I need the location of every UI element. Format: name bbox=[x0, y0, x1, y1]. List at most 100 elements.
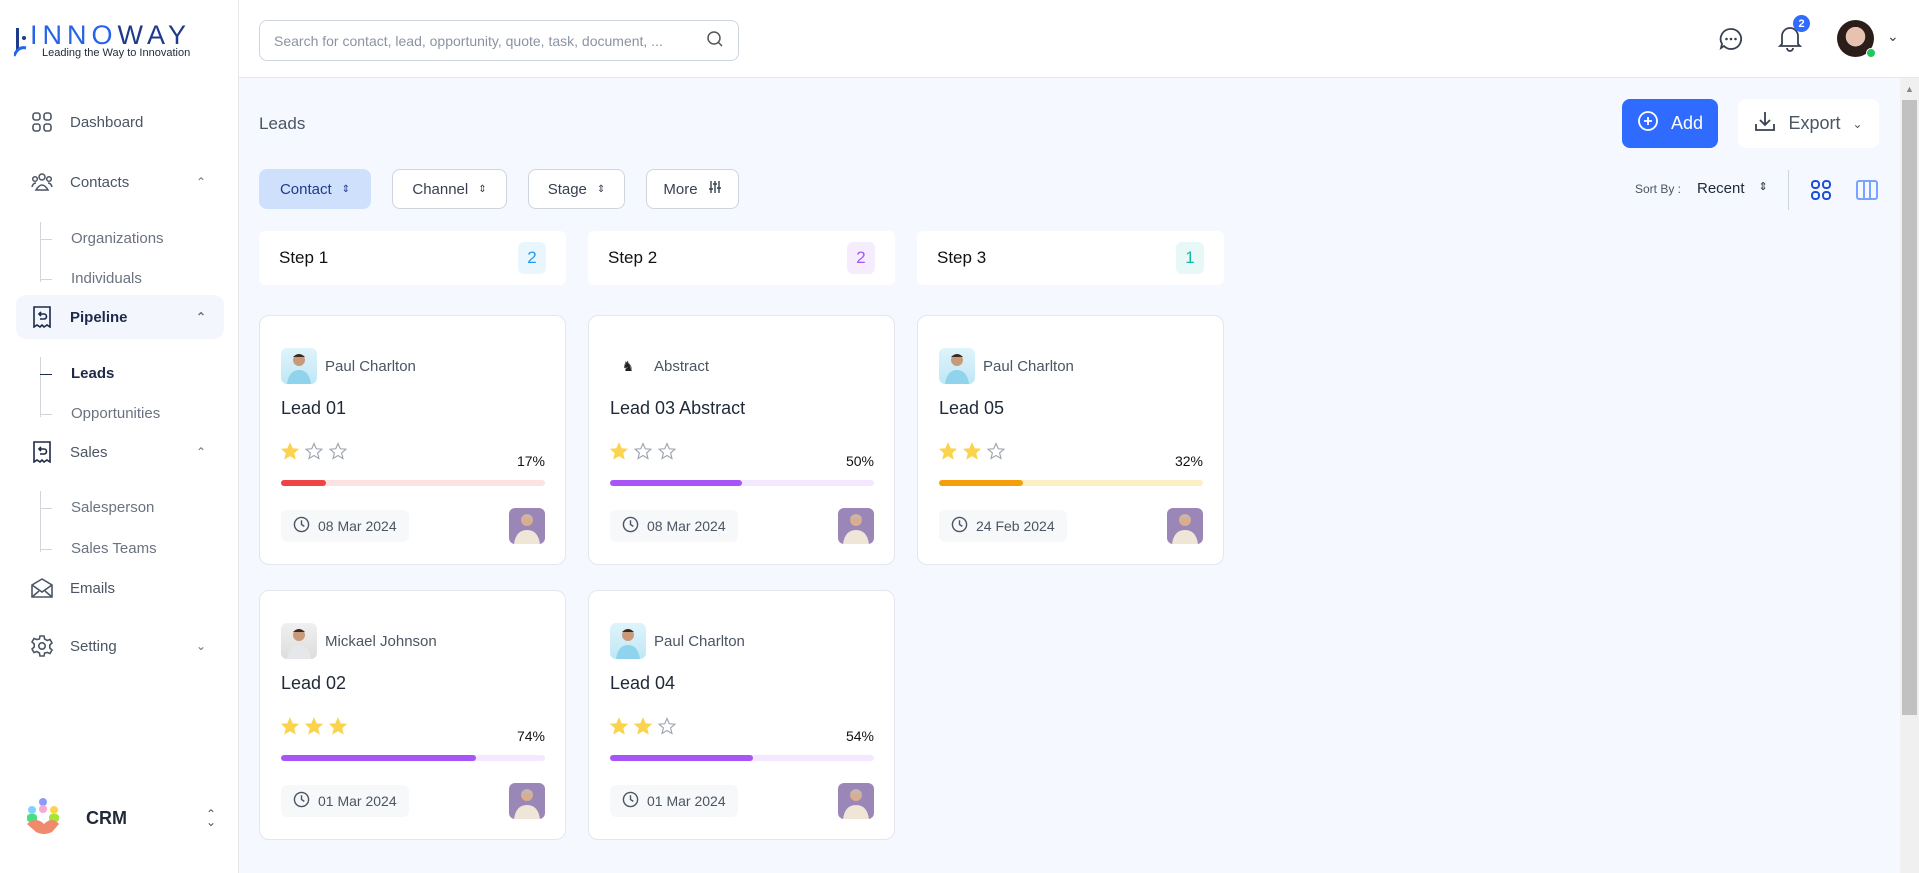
scrollbar-thumb[interactable] bbox=[1902, 100, 1917, 715]
tree-line bbox=[40, 491, 41, 552]
company-logo: ♞ bbox=[621, 357, 635, 374]
star-filled-icon[interactable] bbox=[328, 717, 348, 740]
star-empty-icon[interactable] bbox=[657, 717, 677, 740]
star-empty-icon[interactable] bbox=[657, 442, 677, 465]
filter-channel[interactable]: Channel ⇕ bbox=[392, 169, 507, 209]
receipt-icon bbox=[30, 441, 54, 463]
chevron-up-down-icon: ⌃ ⌄ bbox=[205, 807, 216, 829]
lead-card[interactable]: Paul Charlton Lead 04 54% 01 Mar 2024 bbox=[588, 590, 895, 840]
lead-rating[interactable] bbox=[280, 717, 348, 740]
stage-count-badge: 2 bbox=[518, 242, 546, 274]
sidebar-item-contacts[interactable]: Contacts ⌃ bbox=[16, 160, 224, 204]
add-button[interactable]: Add bbox=[1622, 99, 1718, 148]
star-filled-icon[interactable] bbox=[609, 717, 629, 740]
sidebar-item-sales[interactable]: Sales ⌃ bbox=[16, 430, 224, 474]
lead-title[interactable]: Lead 05 bbox=[939, 398, 1005, 418]
chevron-down-icon[interactable]: ⌄ bbox=[195, 639, 206, 653]
lead-rating[interactable] bbox=[609, 717, 677, 740]
star-filled-icon[interactable] bbox=[609, 442, 629, 465]
tree-tick bbox=[40, 414, 52, 415]
star-filled-icon[interactable] bbox=[304, 717, 324, 740]
clock-icon bbox=[622, 791, 639, 811]
progress-fill bbox=[281, 480, 326, 486]
filter-more[interactable]: More bbox=[646, 169, 739, 209]
scroll-up-arrow[interactable]: ▲ bbox=[1905, 84, 1914, 94]
download-icon bbox=[1754, 110, 1776, 137]
star-empty-icon[interactable] bbox=[633, 442, 653, 465]
sidebar-subitem-opportunities[interactable]: Opportunities bbox=[71, 405, 161, 422]
lead-date: 08 Mar 2024 bbox=[610, 510, 738, 542]
notification-badge: 2 bbox=[1793, 15, 1810, 32]
lead-contact: Mickael Johnson bbox=[281, 623, 437, 659]
stage-count-badge: 2 bbox=[847, 242, 875, 274]
lead-contact: Paul Charlton bbox=[281, 348, 416, 384]
sort-select[interactable]: Recent ⇕ bbox=[1697, 180, 1768, 197]
tree-tick bbox=[40, 239, 52, 240]
scrollbar[interactable]: ▲ bbox=[1900, 78, 1919, 873]
lead-rating[interactable] bbox=[280, 442, 348, 465]
lead-title[interactable]: Lead 02 bbox=[281, 673, 347, 693]
bell-icon[interactable] bbox=[1777, 24, 1803, 57]
owner-avatar[interactable] bbox=[838, 783, 874, 819]
star-filled-icon[interactable] bbox=[633, 717, 653, 740]
contact-avatar bbox=[610, 623, 646, 659]
lead-rating[interactable] bbox=[609, 442, 677, 465]
lead-card[interactable]: Paul Charlton Lead 05 32% 24 Feb 2024 bbox=[917, 315, 1224, 565]
star-empty-icon[interactable] bbox=[304, 442, 324, 465]
sidebar-subitem-organizations[interactable]: Organizations bbox=[71, 230, 164, 247]
tree-line bbox=[40, 222, 41, 282]
logo[interactable] bbox=[12, 24, 27, 57]
top-header: 2 ⌄ bbox=[239, 0, 1919, 78]
chat-icon[interactable] bbox=[1718, 26, 1744, 57]
lead-card[interactable]: Paul Charlton Lead 01 17% 08 Mar 2024 bbox=[259, 315, 566, 565]
lead-title[interactable]: Lead 04 bbox=[610, 673, 676, 693]
lead-rating[interactable] bbox=[938, 442, 1006, 465]
lead-probability: 74% bbox=[516, 728, 545, 744]
star-empty-icon[interactable] bbox=[328, 442, 348, 465]
grid-view-icon[interactable] bbox=[1811, 180, 1831, 205]
star-filled-icon[interactable] bbox=[938, 442, 958, 465]
kanban-view-icon[interactable] bbox=[1856, 180, 1878, 205]
contact-avatar bbox=[281, 348, 317, 384]
lead-date: 08 Mar 2024 bbox=[281, 510, 409, 542]
sidebar-subitem-individuals[interactable]: Individuals bbox=[71, 270, 142, 287]
search-input[interactable] bbox=[274, 32, 706, 49]
progress-fill bbox=[610, 755, 753, 761]
search-icon[interactable] bbox=[706, 30, 724, 51]
star-filled-icon[interactable] bbox=[280, 442, 300, 465]
chevron-up-icon[interactable]: ⌃ bbox=[195, 175, 206, 189]
lead-title[interactable]: Lead 03 Abstract bbox=[610, 398, 746, 418]
owner-avatar[interactable] bbox=[509, 783, 545, 819]
star-filled-icon[interactable] bbox=[280, 717, 300, 740]
owner-avatar[interactable] bbox=[838, 508, 874, 544]
users-icon bbox=[30, 172, 54, 192]
sidebar-subitem-leads[interactable]: Leads bbox=[71, 365, 115, 382]
sidebar-item-pipeline[interactable]: Pipeline ⌃ bbox=[16, 295, 224, 339]
page-title: Leads bbox=[259, 114, 306, 133]
chevron-up-icon[interactable]: ⌃ bbox=[195, 310, 206, 324]
lead-probability: 54% bbox=[845, 728, 874, 744]
sort-label: Sort By : bbox=[1635, 182, 1682, 196]
chevron-up-icon[interactable]: ⌃ bbox=[195, 445, 206, 459]
sidebar-item-dashboard[interactable]: Dashboard bbox=[16, 100, 224, 144]
lead-title[interactable]: Lead 01 bbox=[281, 398, 347, 418]
chevron-down-icon[interactable]: ⌄ bbox=[1887, 28, 1899, 44]
global-search[interactable] bbox=[259, 20, 739, 61]
owner-avatar[interactable] bbox=[509, 508, 545, 544]
lead-card[interactable]: ♞ Abstract Lead 03 Abstract 50% 08 Mar 20… bbox=[588, 315, 895, 565]
lead-card[interactable]: Mickael Johnson Lead 02 74% 01 Mar 2024 bbox=[259, 590, 566, 840]
mail-icon bbox=[30, 577, 54, 599]
export-button[interactable]: Export ⌄ bbox=[1738, 99, 1879, 148]
star-filled-icon[interactable] bbox=[962, 442, 982, 465]
sidebar-subitem-sales-teams[interactable]: Sales Teams bbox=[71, 540, 157, 557]
sidebar-item-setting[interactable]: Setting ⌄ bbox=[16, 624, 224, 668]
stage-count-badge: 1 bbox=[1176, 242, 1204, 274]
filter-stage[interactable]: Stage ⇕ bbox=[528, 169, 625, 209]
filter-contact[interactable]: Contact ⇕ bbox=[259, 169, 371, 209]
sidebar-subitem-salesperson[interactable]: Salesperson bbox=[71, 499, 155, 516]
star-empty-icon[interactable] bbox=[986, 442, 1006, 465]
sidebar-item-emails[interactable]: Emails bbox=[16, 566, 224, 610]
owner-avatar[interactable] bbox=[1167, 508, 1203, 544]
tree-tick bbox=[40, 279, 52, 280]
workspace-switcher[interactable]: CRM ⌃ ⌄ bbox=[24, 796, 224, 840]
